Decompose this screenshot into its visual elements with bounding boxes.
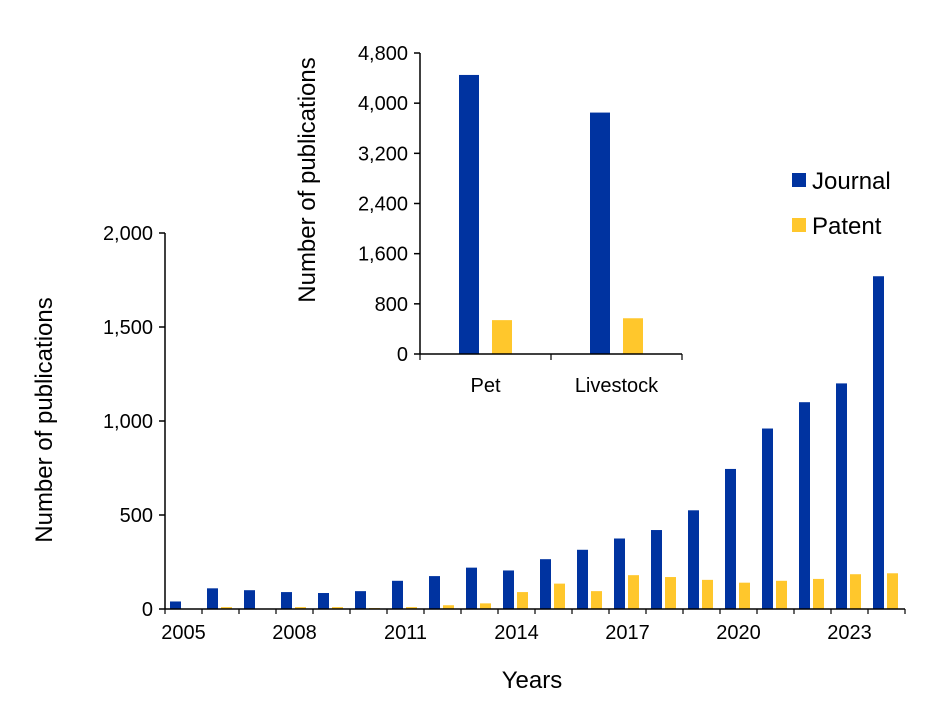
journal-bar-2009: [318, 593, 329, 609]
inset-y-tick-label: 2,400: [358, 194, 408, 216]
main-x-tick-label: 2020: [716, 622, 761, 644]
journal-bar-2006: [207, 588, 218, 609]
patent-bar-2016: [591, 591, 602, 609]
main-chart: 0 500 1,000 1,500 2,000 2005 2008 2011 2014 2017…: [31, 223, 906, 694]
inset-y-tick-label: 4,000: [358, 93, 408, 115]
patent-bar-2012: [443, 605, 454, 609]
legend: Journal Patent: [792, 168, 891, 240]
patent-bar-2019: [702, 579, 713, 609]
journal-bar-2018: [651, 530, 662, 609]
journal-bar-2017: [614, 538, 625, 609]
patent-bar-2008: [295, 607, 306, 609]
main-y-axis-title: Number of publications: [31, 297, 58, 542]
patent-bar-2021: [776, 580, 787, 609]
patent-bar-2022: [813, 578, 824, 609]
journal-bar-2015: [540, 559, 551, 609]
legend-journal-swatch: [792, 173, 806, 187]
patent-bar-2006: [221, 607, 232, 609]
patent-bar-pet: [492, 320, 512, 354]
patent-bar-2015: [554, 583, 565, 609]
main-x-tick-label: 2005: [161, 622, 206, 644]
journal-bar-2014: [503, 570, 514, 609]
inset-chart: 0 800 1,600 2,400 3,200 4,000 4,800 Pet Livesto…: [294, 43, 683, 397]
journal-bar-2011: [392, 580, 403, 609]
main-y-tick-label: 0: [142, 599, 153, 621]
journal-bar-2005: [170, 601, 181, 609]
patent-bar-2011: [406, 607, 417, 609]
patent-bar-2013: [480, 603, 491, 609]
inset-y-tick-label: 3,200: [358, 143, 408, 165]
journal-bar-2016: [577, 549, 588, 609]
inset-x-tick-label: Pet: [470, 375, 500, 397]
inset-y-tick-label: 4,800: [358, 43, 408, 65]
journal-bar-2022: [799, 402, 810, 609]
main-x-tick-label: 2023: [827, 622, 872, 644]
journal-bar-2010: [355, 591, 366, 609]
main-y-ticks: 0 500 1,000 1,500 2,000: [103, 223, 165, 621]
main-x-ticks: 2005 2008 2011 2014 2017 2020 2023: [161, 609, 906, 644]
journal-bar-2008: [281, 592, 292, 609]
patent-bar-2023: [850, 574, 861, 609]
inset-x-tick-label: Livestock: [575, 375, 659, 397]
journal-bar-2020: [725, 468, 736, 609]
journal-bar-2021: [762, 428, 773, 609]
main-y-tick-label: 1,500: [103, 317, 153, 339]
patent-bar-2009: [332, 607, 343, 609]
inset-y-tick-label: 800: [375, 294, 408, 316]
main-x-tick-label: 2014: [494, 622, 539, 644]
inset-y-ticks: 0 800 1,600 2,400 3,200 4,000 4,800: [358, 43, 420, 366]
patent-bar-2018: [665, 577, 676, 609]
inset-y-tick-label: 0: [397, 344, 408, 366]
journal-bar-2007: [244, 590, 255, 609]
main-x-axis-title: Years: [502, 667, 563, 694]
patent-bar-2020: [739, 582, 750, 609]
main-bars: [170, 276, 898, 609]
legend-patent-label: Patent: [812, 213, 882, 240]
main-y-tick-label: 1,000: [103, 411, 153, 433]
legend-journal-label: Journal: [812, 168, 891, 195]
journal-bar-2012: [429, 576, 440, 609]
inset-y-tick-label: 1,600: [358, 244, 408, 266]
patent-bar-2017: [628, 575, 639, 609]
main-x-tick-label: 2017: [605, 622, 650, 644]
journal-bar-pet: [459, 74, 479, 355]
main-x-tick-label: 2008: [272, 622, 317, 644]
journal-bar-2013: [466, 567, 477, 609]
journal-bar-2019: [688, 510, 699, 609]
journal-bar-2023: [836, 383, 847, 609]
inset-y-axis-title: Number of publications: [294, 57, 321, 302]
journal-bar-livestock: [590, 112, 610, 355]
legend-patent-swatch: [792, 218, 806, 232]
journal-bar-2024: [873, 276, 884, 609]
patent-bar-livestock: [623, 318, 643, 354]
inset-x-ticks: Pet Livestock: [419, 354, 683, 397]
main-x-tick-label: 2011: [384, 622, 427, 644]
main-y-tick-label: 2,000: [103, 223, 153, 245]
main-y-tick-label: 500: [120, 505, 153, 527]
inset-bars: [459, 74, 643, 355]
patent-bar-2024: [887, 573, 898, 609]
patent-bar-2014: [517, 592, 528, 609]
